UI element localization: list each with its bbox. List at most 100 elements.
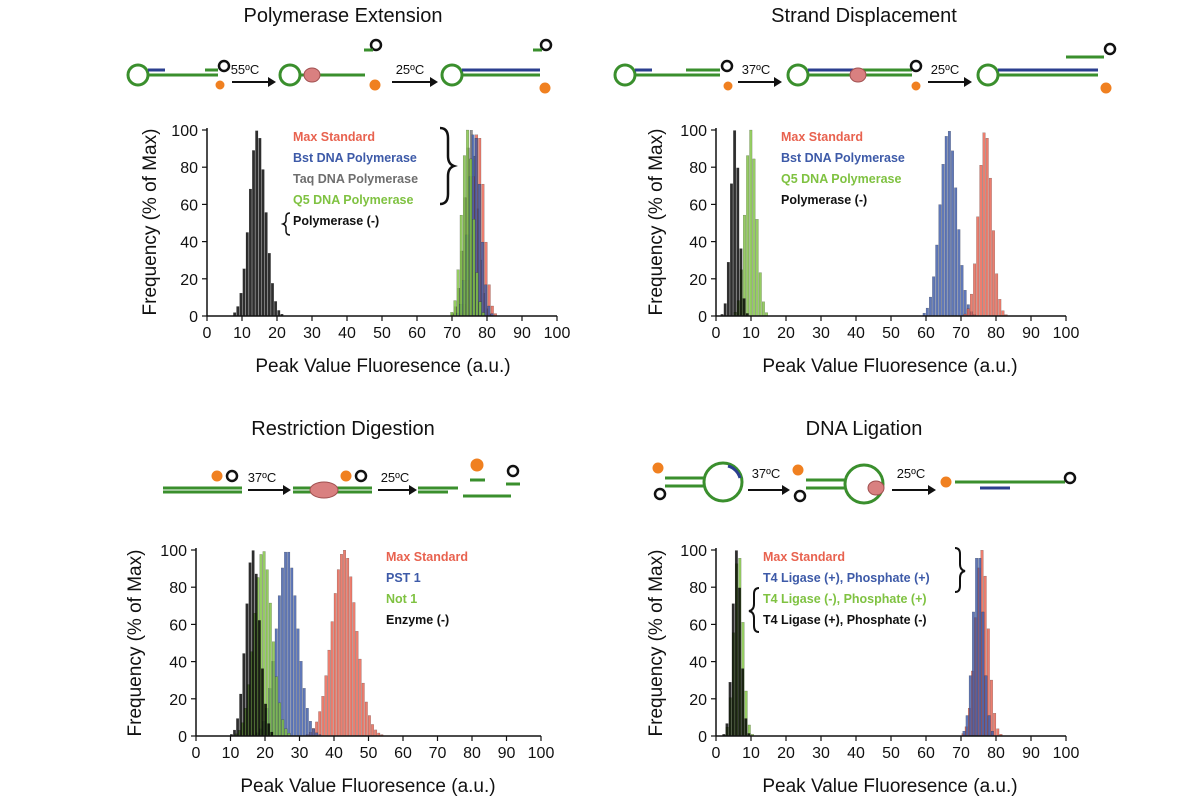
y-tick-label: 60 [689, 617, 707, 634]
x-tick-label: 10 [742, 745, 760, 762]
histogram-bar [998, 299, 1002, 317]
histogram-bar [746, 155, 750, 317]
histogram-bar [284, 728, 288, 737]
histogram-bar [284, 551, 287, 737]
histogram-bar [274, 301, 278, 317]
legend-entry: Bst DNA Polymerase [781, 151, 905, 165]
x-tick-label: 0 [192, 745, 201, 762]
panel-title: Strand Displacement [771, 5, 957, 27]
y-tick-label: 100 [160, 543, 187, 560]
x-tick-label: 80 [987, 325, 1005, 342]
series-1 [962, 558, 994, 737]
plot-area: 0 20 40 60 80 100 0 10 20 30 40 50 60 70 80 90 100 [171, 123, 570, 342]
x-tick-label: 40 [847, 745, 865, 762]
histogram-bar [481, 241, 484, 317]
histogram-bar [336, 569, 340, 737]
temperature-label-2: 25ºC [931, 62, 960, 77]
x-axis-label: Peak Value Fluoresence (a.u.) [762, 776, 1017, 797]
y-axis-label: Frequency (% of Max) [646, 129, 667, 316]
legend-entry: Q5 DNA Polymerase [293, 193, 413, 207]
x-tick-label: 60 [394, 745, 412, 762]
histogram-bar [960, 265, 964, 317]
histogram-bar [941, 164, 945, 317]
x-tick-label: 10 [233, 325, 251, 342]
legend-entry: Max Standard [781, 130, 863, 144]
y-tick-label: 0 [178, 729, 187, 746]
histogram-bar [368, 715, 371, 737]
histogram-bar [749, 129, 753, 317]
plot-area: 0 20 40 60 80 100 0 10 20 30 40 50 60 70 80 90 100 [680, 543, 1079, 762]
legend-brace [748, 587, 760, 633]
x-tick-label: 100 [1053, 325, 1080, 342]
panel-title: Restriction Digestion [251, 418, 434, 440]
histogram-bar [459, 214, 463, 317]
x-tick-label: 30 [291, 745, 309, 762]
histogram-bar [236, 718, 240, 737]
histogram-bar [254, 573, 258, 737]
histogram-bar [245, 603, 249, 737]
histogram-bar [996, 728, 1000, 737]
histogram-bar [272, 641, 275, 737]
histogram-bar [944, 136, 948, 317]
histogram-bar [954, 187, 958, 317]
temperature-label-1: 55ºC [231, 62, 260, 77]
legend-entry: Taq DNA Polymerase [293, 172, 418, 186]
x-axis-label: Peak Value Fluoresence (a.u.) [762, 356, 1017, 377]
x-tick-label: 50 [882, 745, 900, 762]
x-tick-label: 60 [917, 745, 935, 762]
panel-polymerase-extension: Polymerase Extension 55ºC [126, 5, 570, 377]
histogram-bar [981, 611, 985, 737]
histogram-bar [976, 216, 980, 317]
histogram-bar [299, 661, 303, 737]
temperature-label-2: 25ºC [396, 62, 425, 77]
x-tick-label: 30 [812, 325, 830, 342]
legend-brace [280, 212, 291, 236]
histogram-bar [925, 307, 929, 317]
histogram-bar [752, 158, 756, 317]
y-tick-label: 0 [189, 309, 198, 326]
histogram-bar [963, 290, 967, 317]
x-tick-label: 20 [777, 325, 795, 342]
histogram-bar [346, 558, 350, 737]
histogram-bar [726, 262, 730, 317]
histogram-bar [264, 212, 268, 317]
legend-entry: Polymerase (-) [781, 193, 867, 207]
y-axis-label: Frequency (% of Max) [125, 550, 146, 737]
histogram-bar [281, 567, 284, 737]
legend-entry: Bst DNA Polymerase [293, 151, 417, 165]
histogram-bar [484, 284, 488, 317]
legend-entry: Not 1 [386, 592, 417, 606]
legend-entry: Max Standard [386, 550, 468, 564]
x-tick-label: 100 [544, 325, 571, 342]
x-tick-label: 40 [847, 325, 865, 342]
histogram-bar [725, 723, 729, 737]
legend-entry: Q5 DNA Polymerase [781, 172, 901, 186]
temperature-label-1: 37ºC [752, 466, 781, 481]
histogram-bar [352, 602, 356, 737]
x-tick-label: 80 [463, 745, 481, 762]
histogram-bar [932, 276, 936, 317]
x-tick-label: 50 [373, 325, 391, 342]
histogram-bar [985, 138, 989, 317]
histogram-bar [968, 675, 972, 737]
legend: Max Standard PST 1 Not 1 Enzyme (-) [386, 550, 468, 627]
legend-entry: Polymerase (-) [293, 214, 379, 228]
histogram-bar [245, 232, 249, 317]
x-tick-label: 50 [360, 745, 378, 762]
x-axis-label: Peak Value Fluoresence (a.u.) [255, 356, 510, 377]
x-tick-label: 30 [812, 745, 830, 762]
histogram-bar [271, 283, 274, 317]
schematic-strand-displacement [613, 42, 1117, 94]
x-tick-label: 20 [777, 745, 795, 762]
histogram-bar [261, 668, 264, 737]
histogram-bar [239, 292, 243, 317]
legend: Max Standard Bst DNA Polymerase Taq DNA … [280, 126, 458, 236]
x-tick-label: 90 [498, 745, 516, 762]
histogram-bar [343, 550, 346, 737]
x-tick-label: 0 [203, 325, 212, 342]
histogram-bar [355, 631, 359, 737]
histogram-bar [987, 715, 991, 737]
histogram-bar [267, 253, 271, 317]
panel-restriction-digestion: Restriction Digestion 37ºC 25ºC Freque [125, 418, 554, 797]
histogram-bar [248, 562, 252, 737]
